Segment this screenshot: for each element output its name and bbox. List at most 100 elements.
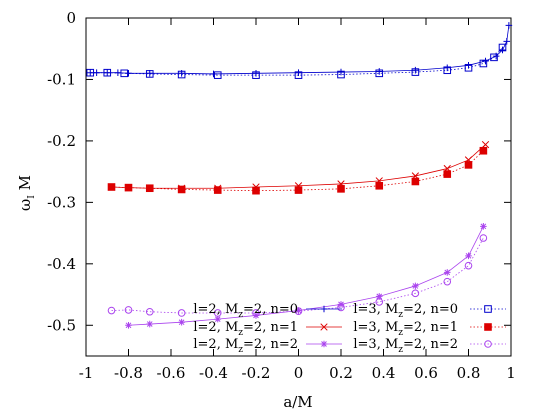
x-tick-label: -0.6 <box>157 364 186 382</box>
data-point <box>320 323 328 331</box>
series-line <box>90 47 503 76</box>
data-point <box>103 68 112 77</box>
data-point <box>443 277 452 286</box>
data-point <box>124 183 133 192</box>
data-point <box>210 70 217 78</box>
data-point <box>443 66 452 75</box>
data-point <box>498 43 507 52</box>
data-point <box>213 71 222 79</box>
data-point <box>107 183 116 191</box>
legend: l=2, Mz=2, n=0l=2, Mz=2, n=1l=2, Mz=2, n… <box>193 302 506 355</box>
data-point <box>443 170 452 178</box>
y-tick-label: -0.1 <box>47 70 76 88</box>
series-3 <box>107 146 488 195</box>
data-point <box>177 309 186 317</box>
data-point <box>107 306 116 315</box>
data-point <box>294 307 303 315</box>
data-point <box>146 320 154 328</box>
data-point <box>252 71 260 79</box>
x-tick-label: 0.8 <box>457 364 481 382</box>
x-tick-label: -0.8 <box>114 364 143 382</box>
y-axis-title: ωI M <box>16 175 37 211</box>
data-point <box>484 323 492 331</box>
data-point <box>375 69 384 78</box>
series-line <box>128 226 484 326</box>
data-point <box>337 185 345 193</box>
data-point <box>145 184 154 193</box>
data-point <box>464 161 473 169</box>
x-tick-label: 0 <box>294 364 304 382</box>
data-point <box>479 59 488 68</box>
x-tick-label: -1 <box>79 364 94 382</box>
data-point <box>294 71 303 79</box>
legend-item: l=2, Mz=2, n=1 <box>193 320 342 338</box>
data-point <box>177 70 186 79</box>
series-0 <box>86 22 513 78</box>
y-tick-label: -0.4 <box>47 255 76 273</box>
data-point <box>125 321 132 329</box>
legend-item: l=2, Mz=2, n=0 <box>193 302 342 320</box>
data-point <box>213 186 222 194</box>
data-point <box>214 315 222 323</box>
data-point <box>464 261 473 270</box>
legend-item: l=3, Mz=2, n=0 <box>353 302 506 320</box>
data-point <box>443 269 451 276</box>
data-point <box>412 282 419 290</box>
legend-label: l=3, Mz=2, n=0 <box>353 302 458 320</box>
data-point <box>213 309 222 317</box>
data-point <box>482 57 489 65</box>
x-tick-label: -0.2 <box>242 364 271 382</box>
data-point <box>484 340 492 348</box>
data-point <box>120 69 129 78</box>
data-point <box>337 303 345 312</box>
data-point <box>464 63 473 72</box>
data-point <box>252 309 260 317</box>
x-tick-label: 0.4 <box>372 364 396 382</box>
svg-text:ωI M: ωI M <box>16 175 37 211</box>
y-axis: 0 -0.1 -0.2 -0.3 -0.4 -0.5 <box>47 9 511 334</box>
data-point <box>480 223 487 230</box>
data-point <box>252 70 260 77</box>
data-point <box>505 22 513 29</box>
y-axis-title-sub: I <box>27 195 37 199</box>
data-point <box>481 140 490 149</box>
data-point <box>178 318 185 326</box>
data-point <box>479 146 488 155</box>
legend-label: l=3, Mz=2, n=2 <box>353 337 458 355</box>
data-point <box>375 293 383 300</box>
data-point <box>295 69 302 76</box>
data-point <box>465 252 472 260</box>
x-tick-label: 1 <box>506 364 516 382</box>
y-tick-label: -0.3 <box>47 193 76 211</box>
series-1 <box>86 43 507 79</box>
data-point <box>295 307 302 314</box>
data-point <box>86 68 95 77</box>
y-axis-title-suffix: M <box>16 175 34 195</box>
series-5 <box>107 234 488 317</box>
x-tick-label: 0.2 <box>329 364 353 382</box>
legend-label: l=3, Mz=2, n=1 <box>353 320 458 338</box>
data-point <box>411 68 420 76</box>
data-point <box>412 66 419 74</box>
series-line <box>111 237 484 314</box>
legend-item: l=3, Mz=2, n=1 <box>353 320 506 338</box>
data-point <box>294 186 303 194</box>
data-point <box>503 38 511 45</box>
x-axis-title: a/M <box>283 393 312 411</box>
series-line <box>111 144 486 189</box>
data-point <box>124 306 133 314</box>
y-tick-label: -0.5 <box>47 316 76 334</box>
data-point <box>490 53 498 62</box>
data-point <box>499 46 506 54</box>
data-point <box>252 186 260 195</box>
legend-label: l=2, Mz=2, n=0 <box>193 302 298 320</box>
y-axis-title-main: ω <box>16 199 34 211</box>
x-tick-label: 0.6 <box>414 364 438 382</box>
x-tick-label: -0.4 <box>199 364 228 382</box>
data-point <box>252 312 260 319</box>
series-layer <box>86 22 513 329</box>
data-point <box>320 340 328 348</box>
legend-item: l=3, Mz=2, n=2 <box>353 337 506 355</box>
data-point <box>479 234 488 242</box>
